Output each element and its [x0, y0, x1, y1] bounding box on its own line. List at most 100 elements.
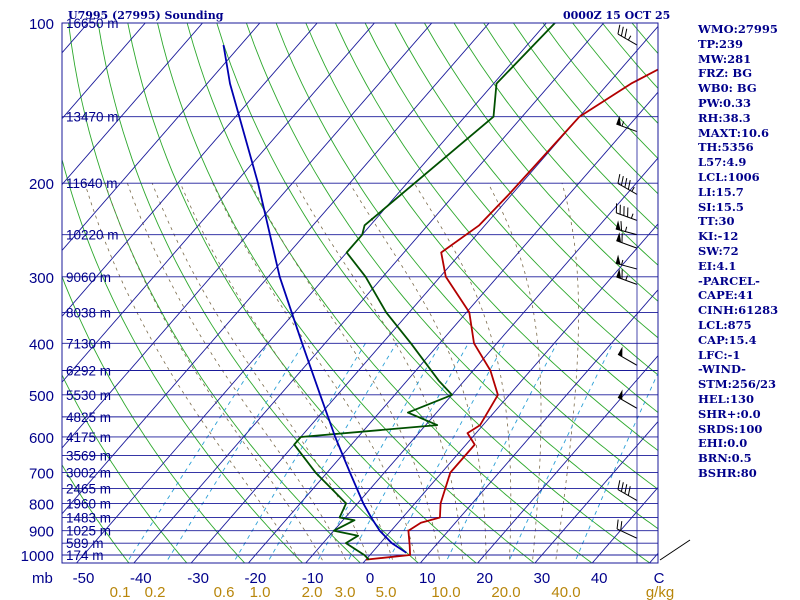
stat-item: KI:-12 [698, 229, 739, 244]
stat-item: CAP:15.4 [698, 332, 757, 347]
height-label: 3569 m [66, 448, 111, 463]
pressure-tick-label: 800 [29, 496, 54, 513]
stat-item: SRDS:100 [698, 421, 763, 436]
dry-adiabat [364, 23, 658, 376]
stat-item: LCL:875 [698, 317, 752, 332]
height-label: 174 m [66, 548, 104, 563]
mixing-ratio-label: 3.0 [335, 584, 356, 600]
wind-barb [617, 174, 638, 195]
stat-item: LFC:-1 [698, 347, 741, 362]
dewpoint-line [293, 23, 556, 561]
pressure-tick-label: 1000 [21, 548, 54, 565]
stat-item: EHI:0.0 [698, 436, 748, 451]
wind-barb [617, 346, 638, 366]
stat-item: LI:15.7 [698, 184, 744, 199]
wind-barb [616, 268, 638, 285]
moist-adiabat [212, 182, 418, 563]
height-label: 11640 m [66, 176, 118, 191]
dry-adiabat [186, 23, 593, 563]
isotherm [62, 23, 490, 515]
stat-item: TP:239 [698, 36, 744, 51]
mixing-ratio-line [232, 343, 366, 563]
grid-lines [62, 23, 658, 563]
stat-item: CAPE:41 [698, 288, 754, 303]
dry-adiabat [423, 23, 658, 302]
moist-adiabat [104, 182, 325, 563]
stat-item: BSHR:80 [698, 465, 757, 480]
height-label: 2465 m [66, 482, 111, 497]
hodo-tick [659, 539, 691, 561]
height-label: 589 m [66, 536, 104, 551]
pressure-tick-label: 200 [29, 176, 54, 193]
wind-barb [616, 115, 638, 133]
isotherm [62, 23, 204, 186]
mixing-ratio-line [165, 343, 305, 563]
stat-item: CINH:61283 [698, 303, 779, 318]
height-label: 16650 m [66, 16, 119, 31]
pressure-tick-label: 100 [29, 16, 54, 33]
mixing-ratio-line [574, 372, 658, 563]
pressure-tick-label: 300 [29, 270, 54, 287]
mixing-ratio-line [507, 343, 614, 563]
dry-adiabat [453, 23, 658, 266]
height-label: 1960 m [66, 496, 111, 511]
wind-barb [617, 480, 638, 501]
stat-item: TT:30 [698, 214, 735, 229]
height-label: 1025 m [66, 524, 111, 539]
stat-item: WMO:27995 [698, 22, 778, 36]
stat-item: MW:281 [698, 51, 752, 66]
wind-barb [615, 203, 638, 221]
isotherm [419, 289, 658, 563]
stat-item: FRZ: BG [698, 66, 753, 81]
isotherm [133, 23, 605, 563]
stat-item: MAXT:10.6 [698, 125, 769, 140]
mixing-ratio-line [126, 343, 269, 563]
height-label: 8038 m [66, 305, 111, 320]
isotherm [62, 23, 146, 120]
mixing-ratio-unit: g/kg [646, 584, 674, 600]
isotherm [62, 23, 376, 383]
temp-tick-label: 40 [591, 570, 608, 587]
stat-item: EI:4.1 [698, 258, 737, 273]
mixing-ratio-line [346, 343, 469, 563]
wind-barb [616, 232, 638, 249]
temp-tick-label: -20 [245, 570, 267, 587]
pressure-tick-label: 700 [29, 466, 54, 483]
mixing-ratio-label: 10.0 [431, 584, 460, 600]
plot-frame [61, 22, 691, 564]
wind-barbs [615, 24, 638, 539]
stat-item: TH:5356 [698, 140, 754, 155]
pressure-tick-label: 600 [29, 430, 54, 447]
background-grid [62, 23, 658, 563]
isotherm [362, 223, 658, 563]
sounding-indices-list: WMO:27995 TP:239 MW:281 FRZ: BG WB0: BG PW:0.… [698, 22, 798, 481]
stat-item: RH:38.3 [698, 110, 751, 125]
dry-adiabat [334, 23, 658, 414]
stat-item: LCL:1006 [698, 169, 760, 184]
moist-adiabat [250, 182, 441, 563]
temp-unit-label: C [654, 570, 665, 587]
stat-item: HEL:130 [698, 391, 754, 406]
dry-adiabat [394, 23, 658, 339]
temp-tick-label: -10 [302, 570, 324, 587]
dry-adiabat [157, 23, 535, 563]
height-label: 4175 m [66, 430, 111, 445]
wind-barb [615, 254, 638, 270]
stat-item: SW:72 [698, 243, 739, 258]
stat-item: SI:15.5 [698, 199, 744, 214]
station-title: U7995 (27995) Sounding [68, 9, 224, 22]
stat-item: -WIND- [698, 362, 746, 377]
moist-adiabat [487, 182, 542, 563]
moist-adiabat [413, 182, 512, 563]
wind-barb [616, 519, 638, 539]
stat-item: WB0: BG [698, 81, 757, 96]
mixing-ratio-label: 1.0 [250, 584, 271, 600]
pressure-tick-label: 900 [29, 524, 54, 541]
sounding-curves [222, 23, 658, 561]
height-label: 9060 m [66, 270, 111, 285]
temp-tick-label: 20 [476, 570, 493, 587]
mixing-ratio-line [266, 343, 397, 563]
stat-item: SHR+:0.0 [698, 406, 761, 421]
